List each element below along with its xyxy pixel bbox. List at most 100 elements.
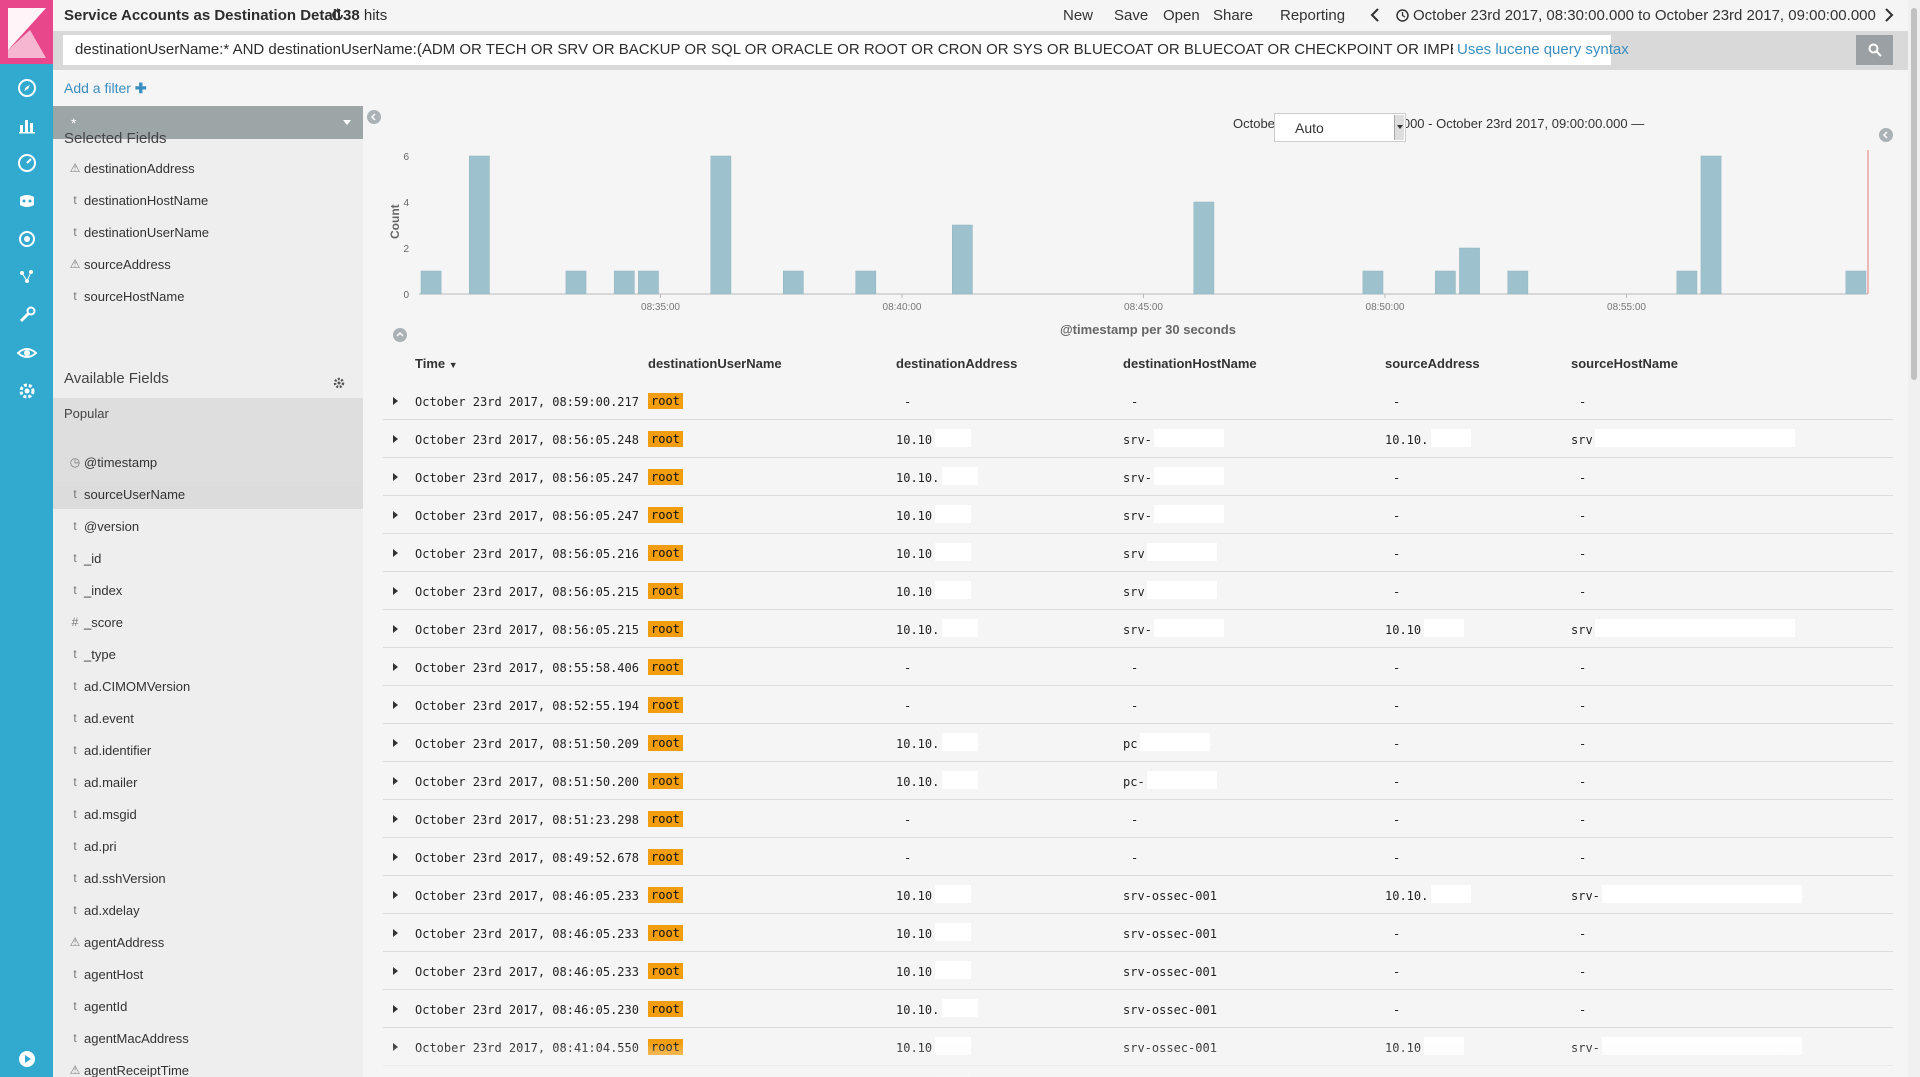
available-field-item[interactable]: t @version (53, 513, 363, 541)
search-button[interactable] (1856, 35, 1893, 65)
page-scrollbar[interactable] (1908, 0, 1920, 1077)
dashboard-icon[interactable] (12, 148, 41, 177)
table-row[interactable]: October 23rd 2017, 08:52:55.194 root - - - - (383, 686, 1893, 724)
expand-row-icon[interactable] (393, 967, 398, 975)
dev-tools-icon[interactable] (12, 300, 41, 329)
visualize-icon[interactable] (12, 110, 41, 139)
table-row[interactable]: October 23rd 2017, 08:56:05.248 root 10.10… (383, 420, 1893, 458)
chevron-right-icon[interactable] (1883, 7, 1895, 23)
add-filter-button[interactable]: Add a filter ✚ (64, 80, 147, 96)
column-header-destination-user[interactable]: destinationUserName (648, 356, 782, 371)
available-field-item[interactable]: ⚠ agentAddress (53, 929, 363, 957)
available-field-item[interactable]: ⚠ agentReceiptTime (53, 1057, 363, 1077)
available-field-item[interactable]: t ad.pri (53, 833, 363, 861)
available-field-item[interactable]: t ad.identifier (53, 737, 363, 765)
available-field-item[interactable]: t agentId (53, 993, 363, 1021)
sort-desc-icon[interactable]: ▼ (448, 360, 458, 370)
selected-field-item[interactable]: ⚠ destinationAddress (53, 155, 363, 183)
chevron-left-icon[interactable] (1369, 7, 1381, 23)
expand-row-icon[interactable] (393, 891, 398, 899)
expand-row-icon[interactable] (393, 815, 398, 823)
expand-row-icon[interactable] (393, 739, 398, 747)
save-button[interactable]: Save (1114, 7, 1149, 24)
selected-field-item[interactable]: t sourceHostName (53, 283, 363, 311)
open-button[interactable]: Open (1163, 7, 1200, 24)
collapse-icon[interactable] (12, 1044, 41, 1073)
available-field-item[interactable]: t _index (53, 577, 363, 605)
gear-icon[interactable] (333, 376, 345, 389)
new-button[interactable]: New (1063, 7, 1094, 24)
table-row[interactable]: October 23rd 2017, 08:46:05.233 root 10.10… (383, 952, 1893, 990)
table-row[interactable]: October 23rd 2017, 08:51:50.209 root 10.10… (383, 724, 1893, 762)
table-row[interactable]: October 23rd 2017, 08:51:50.200 root 10.10… (383, 762, 1893, 800)
field-name: @version (84, 519, 140, 534)
table-row[interactable]: October 23rd 2017, 08:56:05.215 root 10.10… (383, 610, 1893, 648)
column-header-destination-address[interactable]: destinationAddress (896, 356, 1018, 371)
timelion-icon[interactable] (12, 186, 41, 215)
available-field-item[interactable]: t ad.xdelay (53, 897, 363, 925)
available-field-item[interactable]: t _type (53, 641, 363, 669)
table-row[interactable]: October 23rd 2017, 08:51:23.298 root - - - - (383, 800, 1893, 838)
reporting-button[interactable]: Reporting (1280, 7, 1346, 24)
kibana-logo[interactable] (0, 0, 53, 64)
column-header-source-host[interactable]: sourceHostName (1571, 356, 1678, 371)
collapse-histogram-icon[interactable] (393, 328, 407, 342)
column-header-source-address[interactable]: sourceAddress (1385, 356, 1480, 371)
available-field-item[interactable]: t ad.event (53, 705, 363, 733)
selected-field-item[interactable]: ⚠ sourceAddress (53, 251, 363, 279)
table-row[interactable]: October 23rd 2017, 08:56:05.247 root 10.10… (383, 496, 1893, 534)
discover-icon[interactable] (12, 73, 41, 102)
expand-row-icon[interactable] (393, 549, 398, 557)
table-row[interactable]: October 23rd 2017, 08:56:05.247 root 10.10… (383, 458, 1893, 496)
available-field-item[interactable]: t ad.sshVersion (53, 865, 363, 893)
collapse-chart-icon[interactable] (1879, 128, 1893, 142)
table-row[interactable]: October 23rd 2017, 08:55:58.406 root - - - - (383, 648, 1893, 686)
available-field-item[interactable]: t sourceUserName (53, 481, 363, 509)
redaction-block (1139, 733, 1210, 751)
selected-field-item[interactable]: t destinationHostName (53, 187, 363, 215)
refresh-icon[interactable] (331, 8, 345, 22)
available-field-item[interactable]: t agentHost (53, 961, 363, 989)
table-row[interactable]: October 23rd 2017, 08:46:05.230 root 10.10… (383, 990, 1893, 1028)
time-range-picker[interactable]: October 23rd 2017, 08:30:00.000 to Octob… (1413, 7, 1876, 24)
expand-row-icon[interactable] (393, 473, 398, 481)
available-field-item[interactable]: t ad.CIMOMVersion (53, 673, 363, 701)
table-row[interactable]: October 23rd 2017, 08:46:05.233 root 10.10… (383, 876, 1893, 914)
index-pattern-select[interactable]: * (53, 106, 363, 139)
scrollbar-thumb[interactable] (1911, 8, 1917, 380)
expand-row-icon[interactable] (393, 1005, 398, 1013)
table-row[interactable]: October 23rd 2017, 08:46:05.233 root 10.10… (383, 914, 1893, 952)
expand-row-icon[interactable] (393, 587, 398, 595)
available-field-item[interactable]: t agentMacAddress (53, 1025, 363, 1053)
available-field-item[interactable]: t _id (53, 545, 363, 573)
share-button[interactable]: Share (1213, 7, 1254, 24)
machine-learning-icon[interactable] (12, 224, 41, 253)
available-field-item[interactable]: # _score (53, 609, 363, 637)
expand-row-icon[interactable] (393, 435, 398, 443)
expand-row-icon[interactable] (393, 397, 398, 405)
table-row[interactable]: October 23rd 2017, 08:56:05.215 root 10.10… (383, 572, 1893, 610)
expand-row-icon[interactable] (393, 663, 398, 671)
expand-row-icon[interactable] (393, 929, 398, 937)
graph-icon[interactable] (12, 262, 41, 291)
column-header-destination-host[interactable]: destinationHostName (1123, 356, 1257, 371)
available-field-item[interactable]: ◷ @timestamp (53, 449, 363, 477)
management-icon[interactable] (12, 376, 41, 405)
lucene-syntax-link[interactable]: Uses lucene query syntax (1453, 35, 1629, 65)
collapse-sidebar-icon[interactable] (367, 110, 381, 124)
expand-row-icon[interactable] (393, 511, 398, 519)
available-field-item[interactable]: t ad.msgid (53, 801, 363, 829)
selected-field-item[interactable]: t destinationUserName (53, 219, 363, 247)
expand-row-icon[interactable] (393, 777, 398, 785)
expand-row-icon[interactable] (393, 701, 398, 709)
available-field-item[interactable]: t ad.mailer (53, 769, 363, 797)
expand-row-icon[interactable] (393, 853, 398, 861)
table-row[interactable]: October 23rd 2017, 08:59:00.217 root - - - - (383, 382, 1893, 420)
monitoring-icon[interactable] (12, 338, 41, 367)
table-row[interactable]: October 23rd 2017, 08:56:05.216 root 10.10… (383, 534, 1893, 572)
table-row[interactable]: October 23rd 2017, 08:49:52.678 root - - - - (383, 838, 1893, 876)
search-input[interactable]: destinationUserName:* AND destinationUse… (63, 35, 1453, 65)
interval-select[interactable]: Auto (1274, 113, 1406, 142)
expand-row-icon[interactable] (393, 625, 398, 633)
column-header-time[interactable]: Time ▼ (415, 356, 458, 371)
